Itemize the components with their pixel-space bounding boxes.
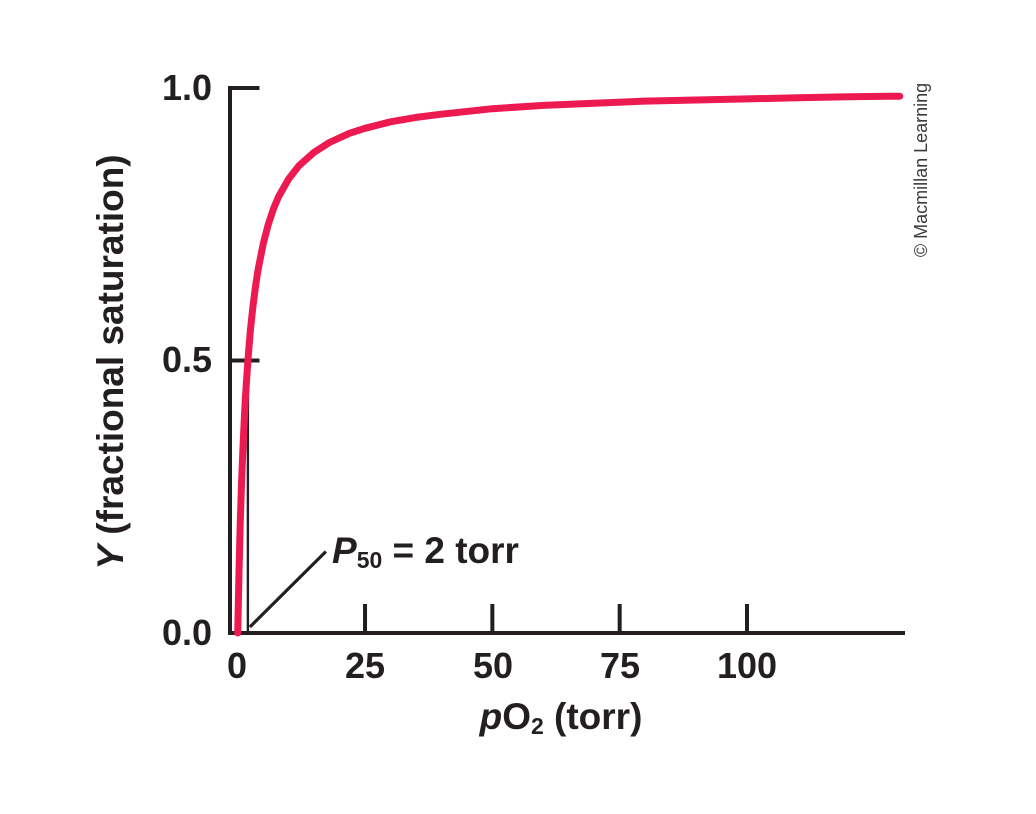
x-axis-title-variable: p: [479, 696, 503, 737]
x-axis-title-unit: (torr): [543, 696, 643, 737]
y-axis-title-text: (fractional saturation): [90, 154, 131, 545]
axes-lines: [228, 86, 905, 635]
x-tick-label-75: 75: [599, 645, 641, 686]
y-axis-title: Y (fractional saturation): [88, 102, 134, 622]
y-tick-label-0.0: 0.0: [161, 612, 212, 653]
saturation-curve: [234, 92, 904, 637]
annotation-pointer-line: [248, 550, 328, 629]
y-tick-label-0.5: 0.5: [161, 339, 212, 380]
copyright-credit: © Macmillan Learning: [911, 82, 931, 258]
y-axis-title-variable: Y: [90, 544, 131, 570]
x-tick-label-100: 100: [716, 645, 778, 686]
p50-annotation: P50 = 2 torr: [332, 529, 519, 573]
x-tick-label-0: 0: [226, 645, 248, 686]
p50-annotation-value: = 2 torr: [382, 530, 519, 571]
x-tick-label-25: 25: [344, 645, 386, 686]
x-axis-title-main: O: [502, 696, 531, 737]
x-axis-title: pO2 (torr): [411, 695, 711, 739]
p50-annotation-subscript: 50: [356, 546, 383, 573]
x-tick-label-50: 50: [472, 645, 514, 686]
x-axis-title-subscript: 2: [530, 712, 544, 739]
p50-annotation-variable: P: [332, 530, 357, 571]
y-tick-label-1.0: 1.0: [161, 67, 212, 108]
